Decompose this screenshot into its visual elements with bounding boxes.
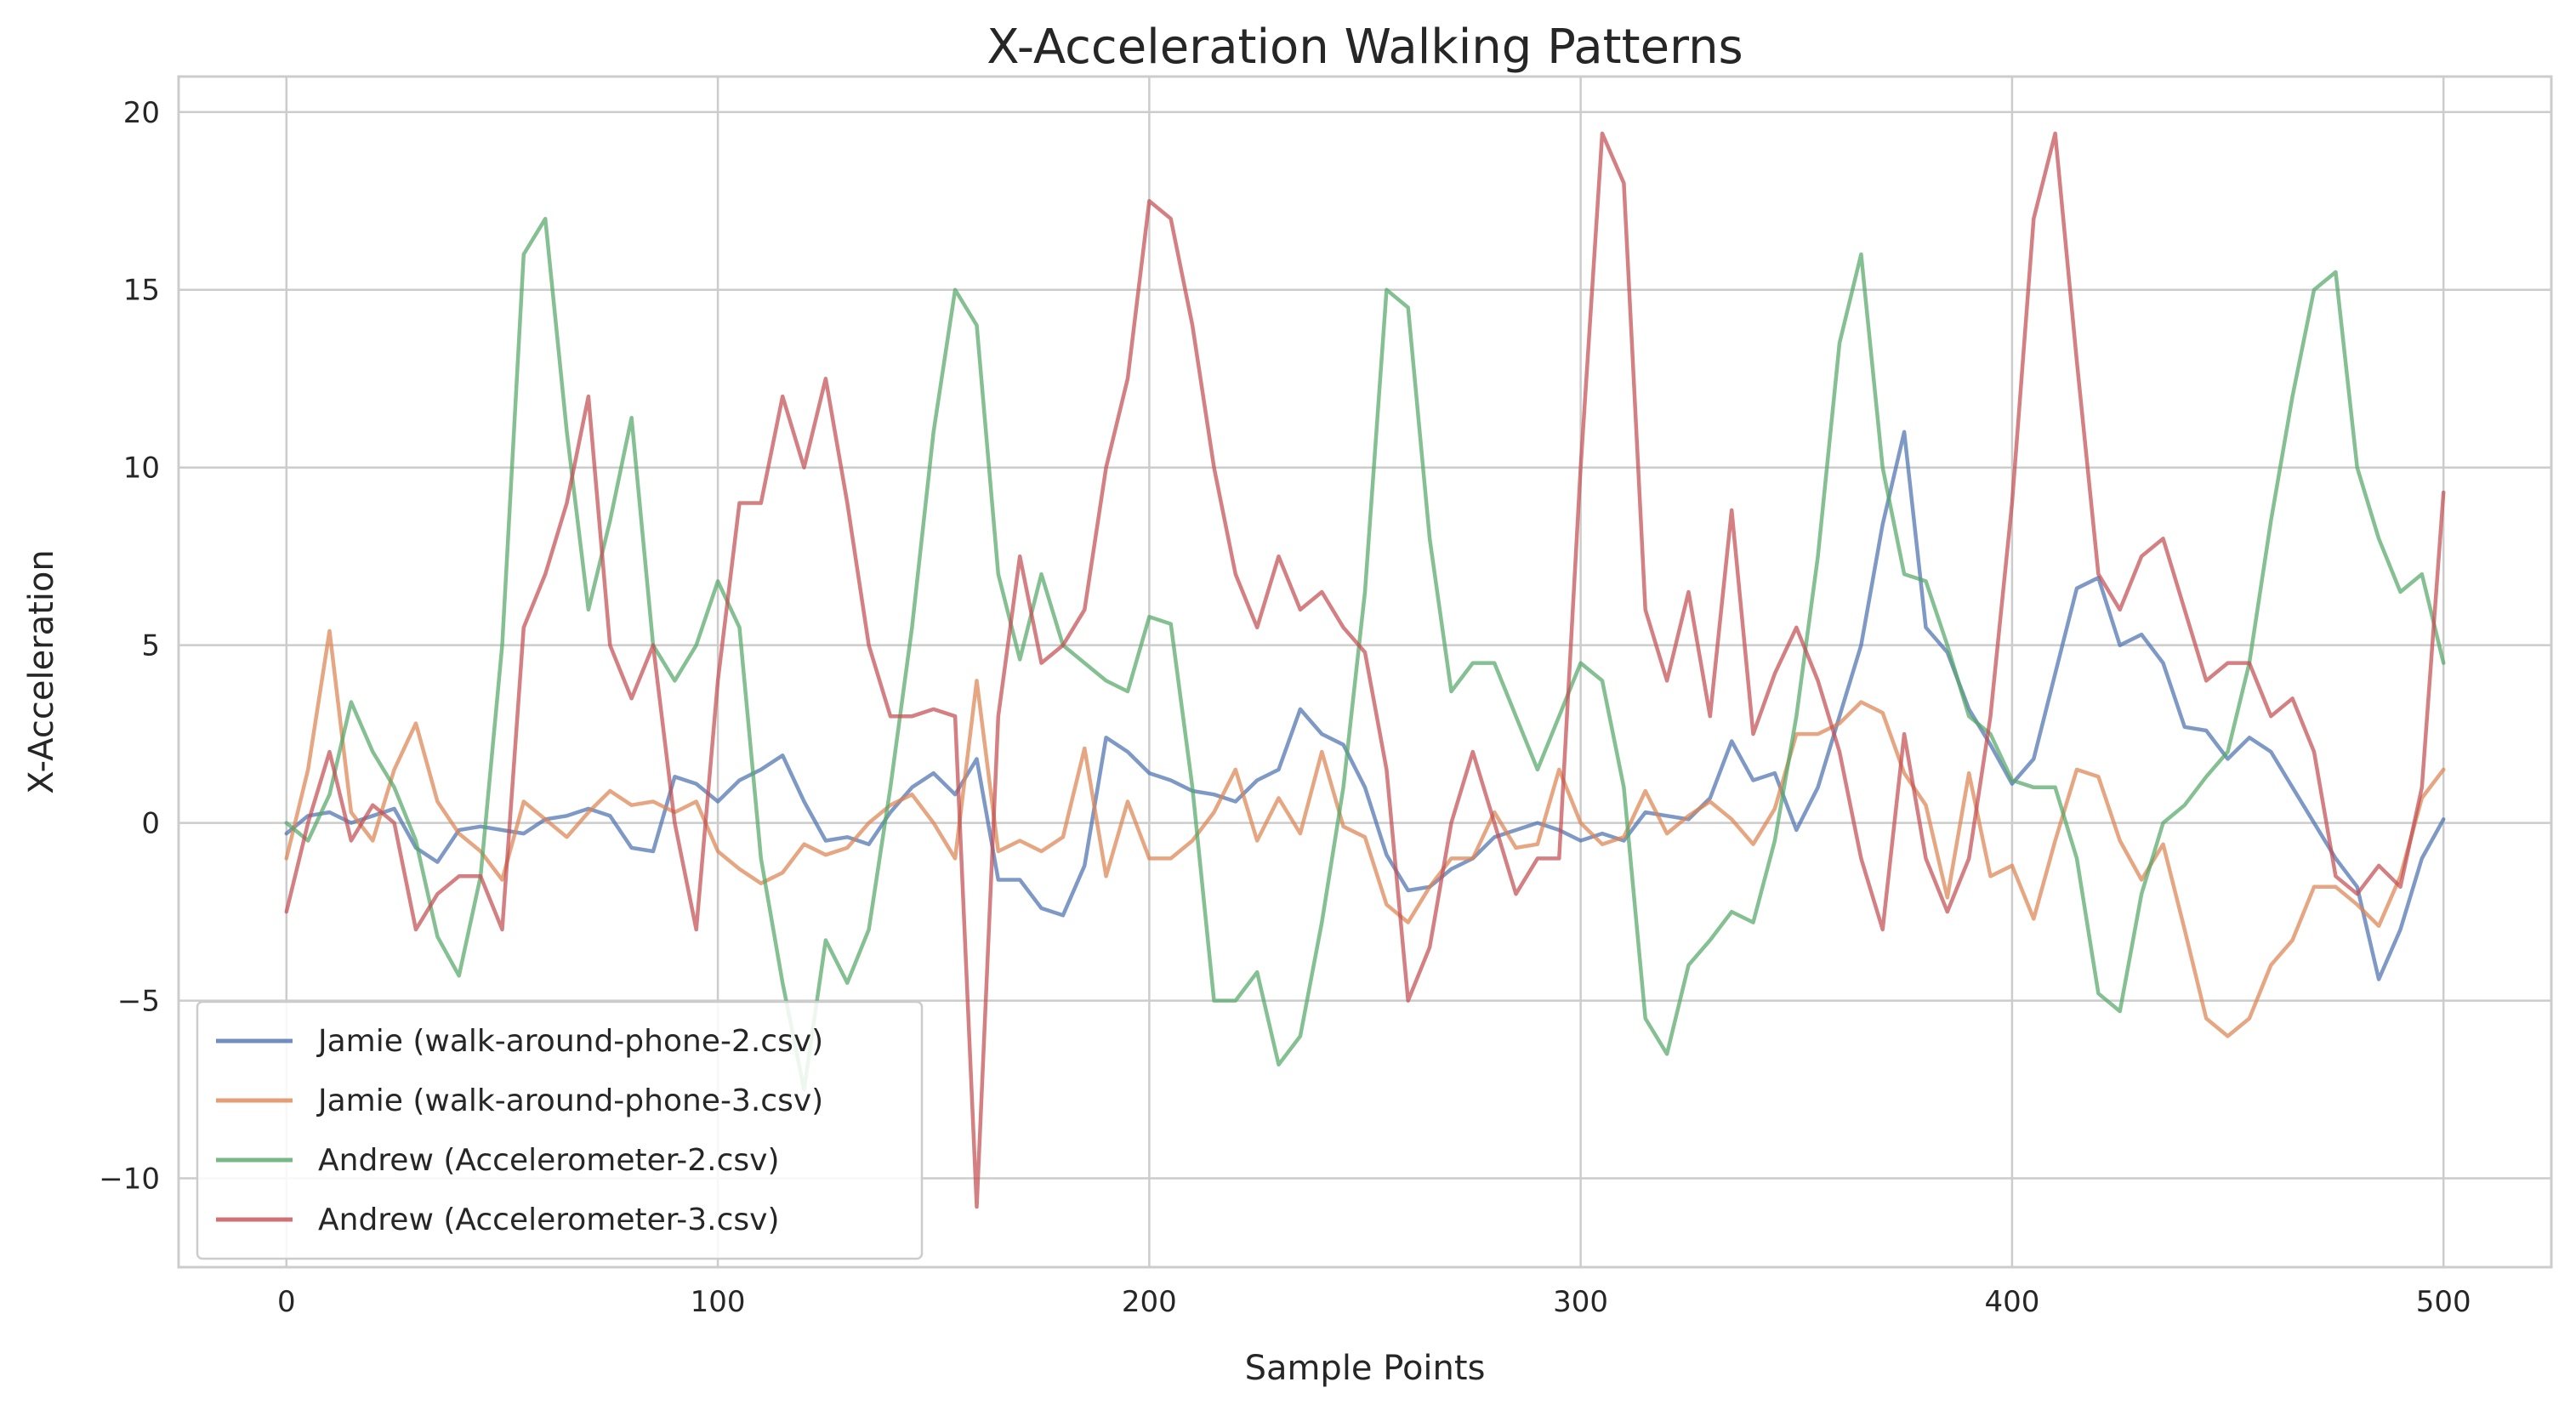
series-line-2	[284, 628, 2446, 1038]
legend-label: Jamie (walk-around-phone-2.csv)	[316, 1024, 823, 1059]
x-axis-ticks: 0 100 200 300 400 500	[277, 1285, 2471, 1319]
chart-title: X-Acceleration Walking Patterns	[987, 20, 1743, 75]
series-lines	[284, 131, 2446, 1209]
legend-label: Andrew (Accelerometer-3.csv)	[318, 1203, 780, 1237]
y-axis-ticks: −10 −5 0 5 10 15 20	[99, 96, 160, 1197]
x-tick-label: 500	[2416, 1285, 2471, 1319]
y-tick-label: 10	[123, 452, 160, 486]
x-tick-label: 300	[1553, 1285, 1608, 1319]
x-tick-label: 0	[277, 1285, 296, 1319]
y-tick-label: 0	[141, 807, 160, 841]
legend-label: Andrew (Accelerometer-2.csv)	[318, 1143, 780, 1178]
legend-box	[196, 1000, 924, 1260]
y-axis-title: X-Acceleration	[22, 549, 61, 794]
x-axis-title: Sample Points	[1245, 1349, 1486, 1388]
x-tick-label: 400	[1984, 1285, 2039, 1319]
y-tick-label: −5	[117, 985, 160, 1019]
gridlines	[179, 77, 2551, 1267]
series-line-3	[284, 216, 2446, 1092]
x-tick-label: 100	[691, 1285, 746, 1319]
legend: Jamie (walk-around-phone-2.csv) Jamie (wa…	[196, 1000, 924, 1260]
x-tick-label: 200	[1122, 1285, 1177, 1319]
y-tick-label: 20	[123, 96, 160, 130]
series-line-4	[284, 131, 2446, 1209]
plot-frame	[177, 75, 2553, 1269]
y-tick-label: 5	[141, 629, 160, 663]
y-tick-label: 15	[123, 274, 160, 308]
legend-label: Jamie (walk-around-phone-3.csv)	[316, 1083, 823, 1118]
series-line-1	[284, 429, 2446, 981]
y-tick-label: −10	[99, 1163, 160, 1197]
